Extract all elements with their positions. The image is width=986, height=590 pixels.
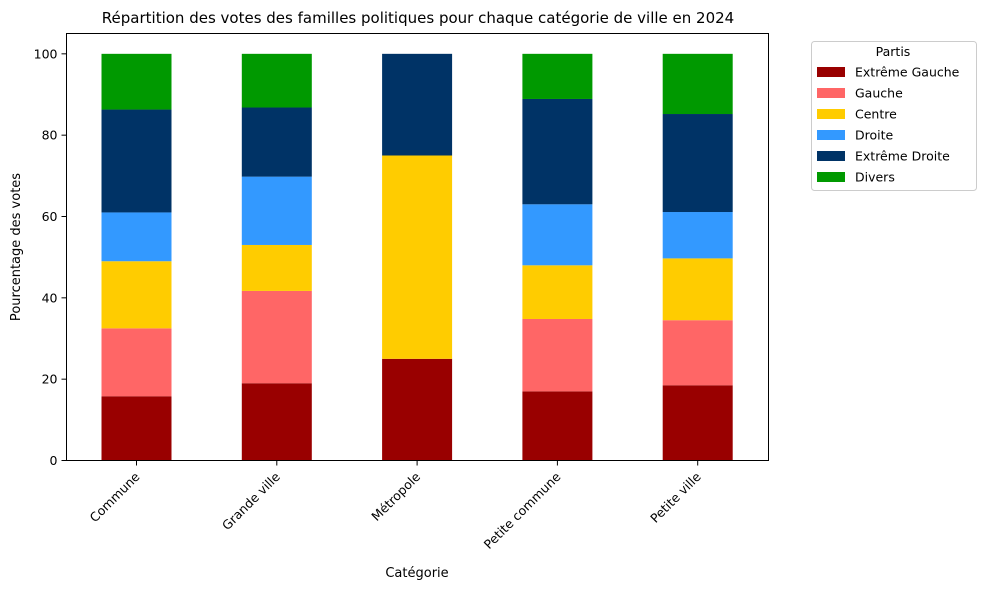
chart-title: Répartition des votes des familles polit…	[102, 9, 734, 27]
legend-swatch	[817, 109, 845, 119]
x-tick-label: Commune	[87, 469, 143, 525]
legend-items: Extrême Gauche Gauche Centre Droite Extrême …	[817, 65, 960, 185]
legend-swatch	[817, 151, 845, 161]
y-tick-label: 100	[34, 46, 58, 61]
legend-swatch	[817, 67, 845, 77]
legend-label: Droite	[855, 128, 894, 143]
legend-label: Extrême Gauche	[855, 65, 960, 80]
legend-title: Partis	[876, 44, 911, 59]
plot-frame	[66, 33, 769, 461]
bar-segment	[241, 383, 312, 461]
bar-segment	[101, 53, 172, 110]
x-axis-label: Catégorie	[385, 566, 448, 581]
y-tick-label: 20	[42, 372, 58, 387]
bar-segment	[522, 391, 593, 461]
bar-segment	[522, 318, 593, 392]
legend-label: Extrême Droite	[855, 149, 950, 164]
bar-segment	[662, 212, 733, 259]
legend-label: Divers	[855, 170, 895, 185]
bar-segment	[101, 396, 172, 461]
bar-segment	[662, 320, 733, 386]
x-tick-label: Petite commune	[481, 469, 564, 552]
bar-segment	[241, 107, 312, 177]
y-tick-label: 80	[42, 128, 58, 143]
legend-swatch	[817, 130, 845, 140]
bar-segment	[662, 53, 733, 115]
bar-segment	[522, 53, 593, 99]
legend-swatch	[817, 172, 845, 182]
bar-segment	[662, 114, 733, 213]
bar-segment	[522, 204, 593, 266]
bar-segment	[101, 261, 172, 329]
x-axis: Commune Grande ville Métropole Petite commu…	[87, 460, 704, 552]
y-axis-label: Pourcentage des votes	[9, 173, 24, 321]
legend-swatch	[817, 88, 845, 98]
y-tick-label: 60	[42, 209, 58, 224]
bar-segment	[101, 328, 172, 397]
bar-segment	[101, 109, 172, 213]
y-axis: 0 20 40 60 80 100	[34, 46, 67, 468]
bars-group	[101, 53, 733, 461]
bar-segment	[241, 244, 312, 291]
bar-segment	[382, 53, 453, 156]
x-tick-label: Métropole	[368, 469, 423, 524]
legend: Partis Extrême GaucheGaucheCentreDroiteE…	[811, 41, 977, 191]
y-tick-label: 0	[50, 453, 58, 468]
bar-segment	[382, 155, 453, 359]
bar-segment	[101, 212, 172, 262]
x-tick-label: Petite ville	[647, 469, 704, 526]
bar-segment	[241, 176, 312, 245]
bar-segment	[522, 265, 593, 319]
y-tick-label: 40	[42, 290, 58, 305]
bar-segment	[241, 290, 312, 384]
bar-segment	[662, 385, 733, 461]
bar-segment	[662, 258, 733, 321]
bar-segment	[522, 98, 593, 205]
legend-frame	[811, 41, 977, 191]
bar-segment	[241, 53, 312, 108]
legend-label: Gauche	[855, 86, 903, 101]
bar-segment	[382, 358, 453, 461]
x-tick-label: Grande ville	[219, 469, 283, 533]
legend-label: Centre	[855, 107, 897, 122]
